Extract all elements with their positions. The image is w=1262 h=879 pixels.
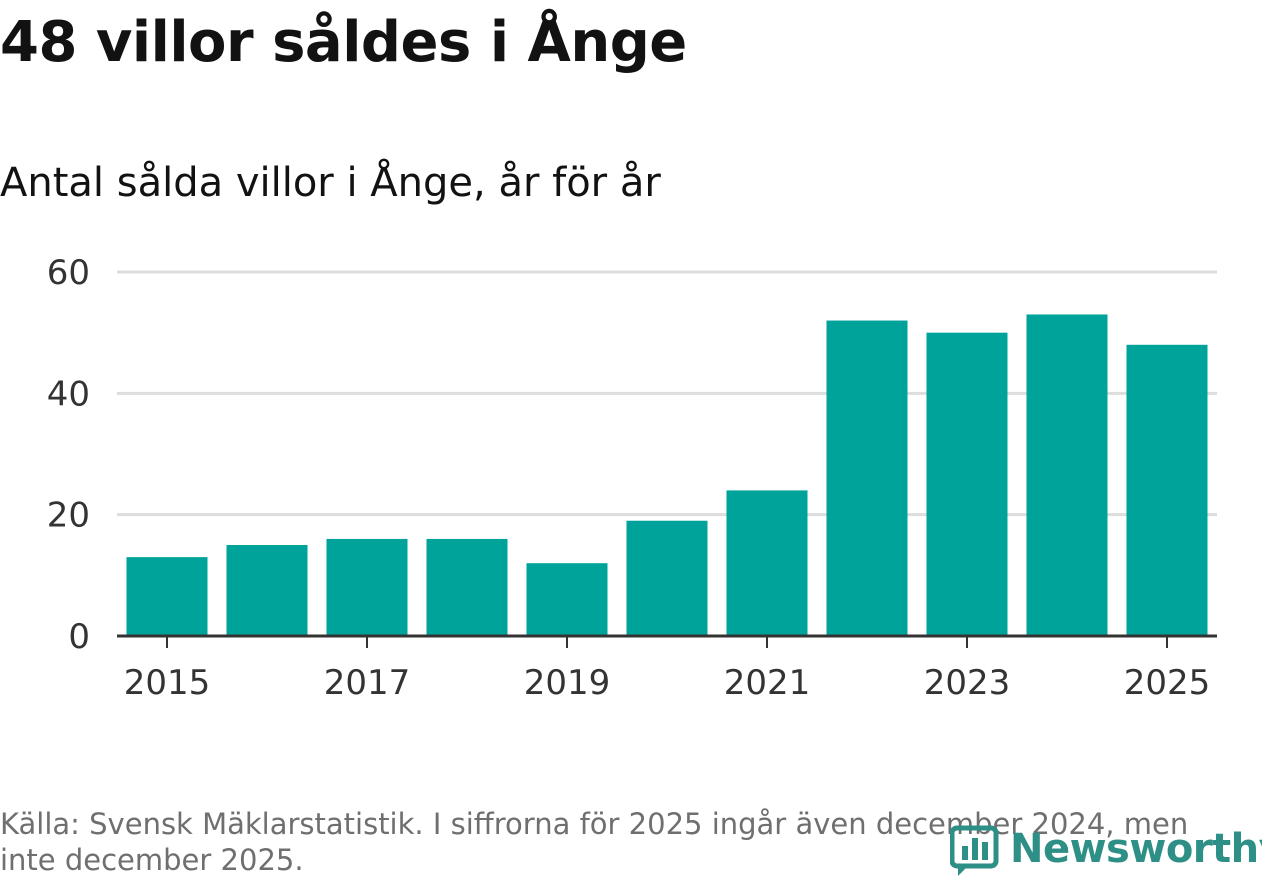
bar-2025: [1126, 344, 1208, 636]
x-tick-label: 2019: [524, 663, 611, 703]
x-tick-label: 2025: [1124, 663, 1211, 703]
source-note: Källa: Svensk Mäklarstatistik. I siffror…: [0, 807, 1189, 877]
x-tick-label: 2017: [324, 663, 411, 703]
y-tick-label: 40: [47, 374, 90, 414]
bar-2024: [1026, 314, 1108, 636]
tick-labels: 0 20 40 60 2015 2017 2019 2021 2023 2025: [47, 253, 1211, 703]
x-axis: [117, 634, 1217, 648]
x-tick-label: 2023: [924, 663, 1011, 703]
bar-2015: [126, 557, 208, 636]
y-tick-label: 20: [47, 496, 90, 536]
newsworthy-logo: Newsworthy: [950, 820, 1262, 878]
bar-2023: [926, 332, 1008, 636]
x-tick-label: 2021: [724, 663, 811, 703]
logo-text: Newsworthy: [1010, 826, 1262, 872]
bar-chart-logo-icon: [950, 825, 999, 876]
chart-title: 48 villor såldes i Ånge: [0, 10, 687, 75]
y-tick-label: 60: [47, 253, 90, 293]
x-tick-label: 2015: [124, 663, 211, 703]
bar-2019: [526, 563, 608, 636]
chart-subtitle: Antal sålda villor i Ånge, år för år: [0, 160, 661, 206]
bar-2021: [726, 490, 808, 636]
bar-2016: [226, 545, 308, 636]
y-tick-label: 0: [68, 617, 90, 657]
bar-2022: [826, 320, 908, 636]
bar-chart: 0 20 40 60 2015 2017 2019 2021 2023 2025: [47, 253, 1217, 703]
bar-2020: [626, 520, 708, 636]
bar-2017: [326, 538, 408, 636]
bars: [126, 314, 1208, 636]
bar-2018: [426, 538, 508, 636]
